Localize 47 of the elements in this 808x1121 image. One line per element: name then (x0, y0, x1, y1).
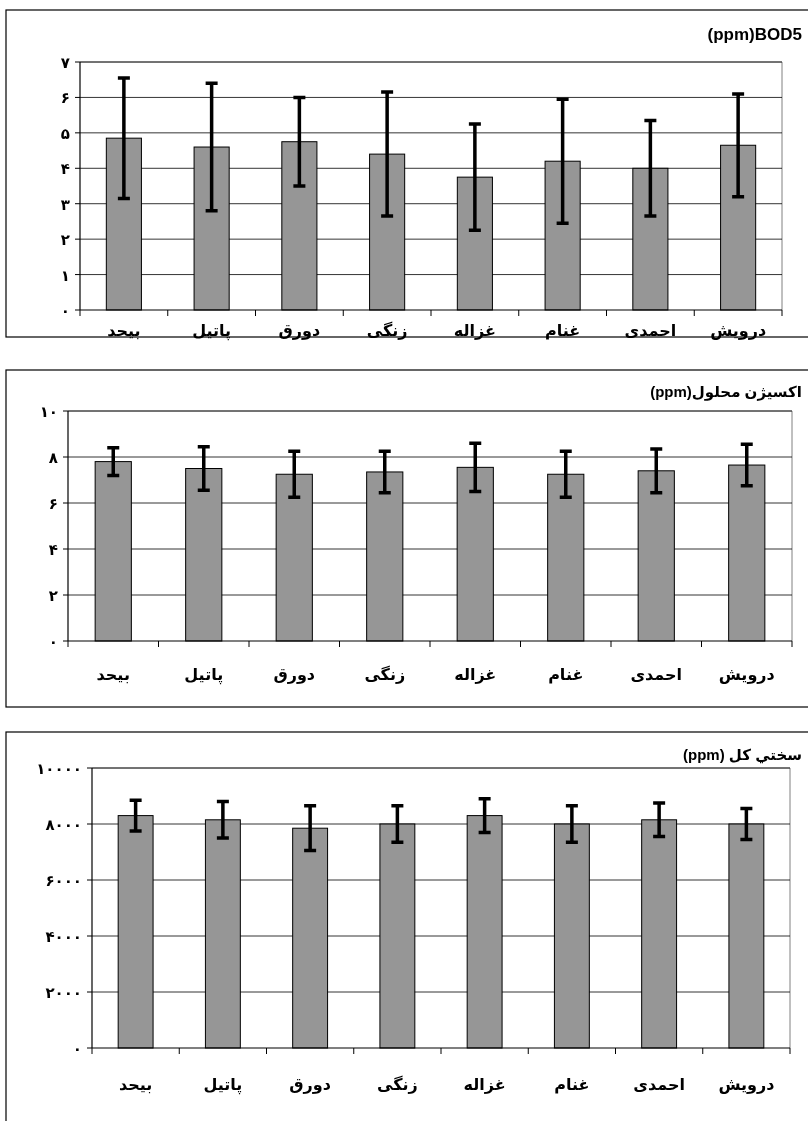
x-tick-label: درویش (718, 1076, 775, 1094)
x-tick-label: غنام (545, 322, 581, 340)
x-tick-label: احمدی (630, 666, 683, 683)
x-tick-label: غزاله (463, 1076, 506, 1094)
x-tick-label: بيحد (118, 1076, 153, 1094)
x-tick-label: دورق (278, 322, 321, 340)
x-tick-label: درویش (710, 322, 767, 340)
x-tick-label: پاتيل (192, 322, 232, 341)
x-tick-label: دورق (289, 1076, 331, 1094)
x-tick-label: غزاله (454, 666, 497, 684)
x-tick-label: درویش (718, 666, 775, 684)
chart-title: سختي كل (ppm) (683, 746, 802, 764)
y-tick-label: ۱ (60, 266, 70, 284)
x-tick-label: بيحد (96, 666, 130, 684)
x-tick-label: پاتيل (184, 666, 224, 685)
x-tick-label: غنام (548, 666, 584, 684)
y-tick-label: ۸۰۰۰ (45, 816, 82, 833)
y-tick-label: ۴ (60, 160, 70, 178)
x-tick-label: دورق (273, 666, 316, 684)
chart-title: (ppm)BOD5 (707, 25, 802, 44)
y-tick-label: ۰ (48, 633, 58, 650)
x-tick-label: زنگی (366, 321, 408, 340)
y-tick-label: ۷ (60, 54, 70, 71)
y-tick-label: ۴۰۰۰ (45, 928, 82, 945)
x-tick-label: احمدی (633, 1076, 685, 1093)
y-tick-label: ۱۰۰۰۰ (36, 760, 82, 777)
x-tick-label: غنام (554, 1076, 590, 1094)
y-tick-label: ۸ (48, 449, 58, 466)
x-tick-label: پاتيل (203, 1076, 243, 1095)
y-tick-label: ۲۰۰۰ (45, 984, 82, 1001)
x-tick-label: احمدی (624, 322, 677, 339)
x-tick-label: زنگی (364, 665, 406, 684)
x-tick-label: بيحد (107, 322, 141, 340)
y-tick-label: ۶۰۰۰ (45, 872, 82, 889)
y-tick-label: ۰ (72, 1040, 82, 1057)
y-tick-label: ۲ (60, 231, 70, 249)
y-tick-label: ۶ (48, 495, 58, 512)
y-tick-label: ۴ (48, 541, 58, 558)
y-tick-label: ۲ (48, 587, 58, 604)
y-tick-label: ۱۰ (39, 403, 58, 420)
chart-title: اکسیژن محلول(ppm) (650, 383, 802, 401)
x-tick-label: غزاله (453, 322, 496, 340)
x-tick-label: زنگی (377, 1075, 418, 1094)
y-tick-label: ۶ (60, 89, 70, 107)
y-tick-label: ۳ (60, 195, 70, 213)
y-tick-label: ۵ (60, 124, 70, 142)
y-tick-label: ۰ (60, 302, 70, 319)
